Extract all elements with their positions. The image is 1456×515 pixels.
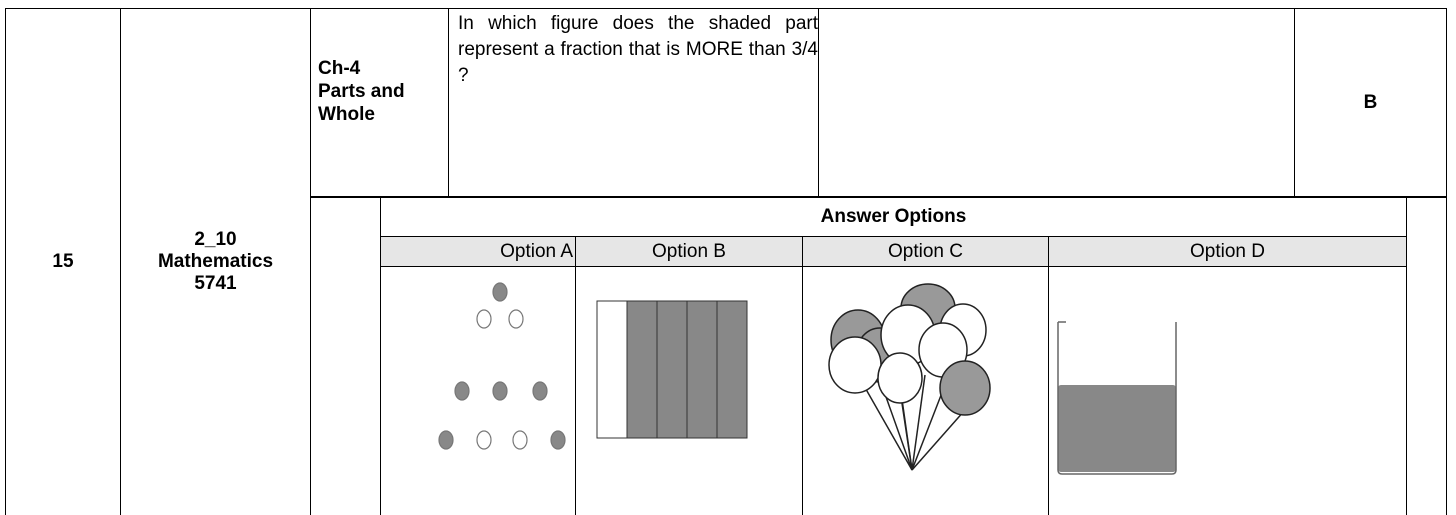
chapter-line: Whole (318, 104, 375, 125)
chapter: Ch-4 Parts and Whole (318, 57, 448, 126)
option-label: Option D (1190, 240, 1265, 262)
border (818, 8, 819, 197)
option-label: Option A (500, 241, 573, 262)
border (448, 8, 449, 197)
option-label: Option C (888, 240, 963, 262)
chapter-line: Parts and (318, 81, 405, 102)
code-line: 2_10 (194, 229, 237, 250)
option-label: Option B (652, 240, 726, 262)
code: 2_10 Mathematics 5741 (121, 9, 310, 515)
chapter-line: Ch-4 (318, 58, 361, 79)
option-header-bg (380, 236, 1406, 266)
border (575, 236, 576, 515)
option-d-figure (1057, 321, 1177, 475)
code-line: Mathematics (157, 251, 274, 272)
border (380, 266, 1406, 267)
border (120, 8, 121, 515)
border (310, 8, 311, 515)
border (802, 236, 803, 515)
code-line: 5741 (194, 273, 237, 294)
border (310, 196, 1447, 198)
border (1406, 197, 1407, 515)
option-a-figure (438, 282, 566, 450)
question: In which figure does the shaded part rep… (458, 13, 834, 86)
border (1446, 8, 1447, 515)
row-number: 15 (52, 251, 74, 272)
border (5, 8, 1447, 9)
border (5, 8, 6, 515)
answer: B (1363, 92, 1378, 113)
option-c-figure (828, 283, 991, 471)
options-title: Answer Options (820, 206, 967, 227)
border (380, 197, 381, 515)
option-b-figure (596, 300, 748, 439)
border (380, 236, 1406, 237)
border (1048, 236, 1049, 515)
border (1294, 8, 1295, 197)
